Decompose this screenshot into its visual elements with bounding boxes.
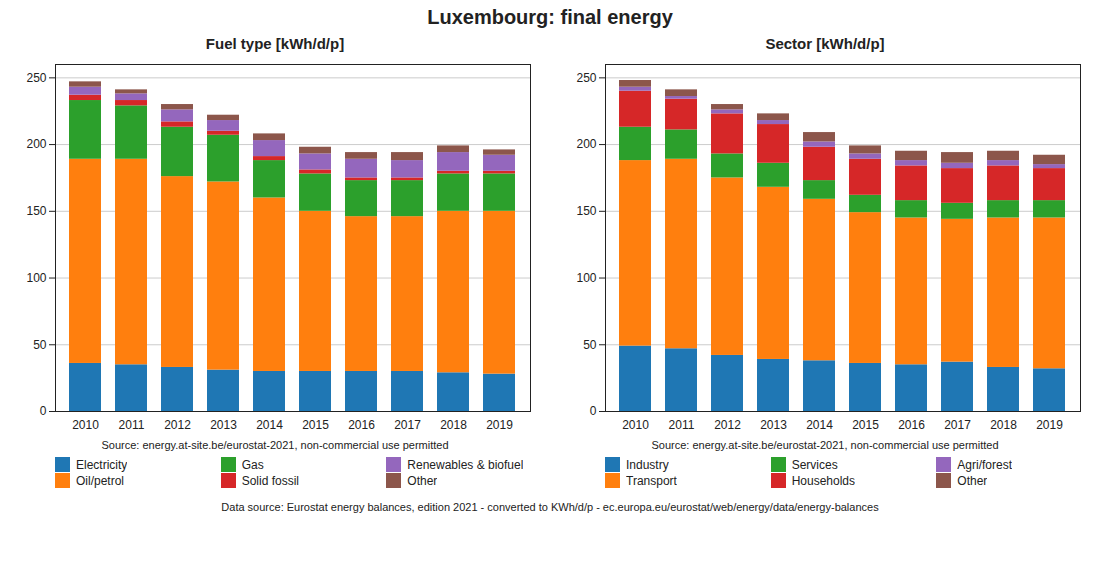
svg-text:200: 200 bbox=[26, 137, 46, 151]
svg-text:2017: 2017 bbox=[394, 418, 421, 432]
svg-text:2017: 2017 bbox=[944, 418, 971, 432]
svg-text:2011: 2011 bbox=[119, 418, 145, 432]
svg-text:2014: 2014 bbox=[806, 418, 833, 432]
svg-text:100: 100 bbox=[26, 271, 46, 285]
svg-text:2010: 2010 bbox=[72, 418, 99, 432]
svg-text:150: 150 bbox=[576, 204, 596, 218]
svg-text:2010: 2010 bbox=[622, 418, 649, 432]
svg-text:2011: 2011 bbox=[669, 418, 695, 432]
svg-text:2018: 2018 bbox=[990, 418, 1017, 432]
html-text:Gas: Gas bbox=[241, 457, 264, 472]
svg-text:2015: 2015 bbox=[852, 418, 879, 432]
html-text:Households: Households bbox=[791, 473, 855, 488]
svg-text:50: 50 bbox=[583, 338, 597, 352]
svg-text:2019: 2019 bbox=[1036, 418, 1063, 432]
html-text:Agri/forest: Agri/forest bbox=[957, 457, 1012, 472]
html-text:Other: Other bbox=[407, 473, 438, 488]
svg-text:150: 150 bbox=[26, 204, 46, 218]
svg-text:2015: 2015 bbox=[302, 418, 329, 432]
svg-text:2016: 2016 bbox=[348, 418, 375, 432]
svg-text:2016: 2016 bbox=[898, 418, 925, 432]
svg-text:2014: 2014 bbox=[256, 418, 283, 432]
svg-text:2019: 2019 bbox=[486, 418, 513, 432]
html-text:Solid fossil: Solid fossil bbox=[241, 473, 299, 488]
svg-text:0: 0 bbox=[40, 404, 47, 418]
svg-text:2012: 2012 bbox=[164, 418, 191, 432]
svg-text:200: 200 bbox=[576, 137, 596, 151]
html-text:Renewables & biofuel: Renewables & biofuel bbox=[407, 457, 524, 472]
html-text:Luxembourg: final energy: Luxembourg: final energy bbox=[427, 6, 673, 28]
svg-text:2018: 2018 bbox=[440, 418, 467, 432]
html-text:Data source: Eurostat energy b: Data source: Eurostat energy balances, e… bbox=[221, 501, 879, 513]
html-text:Source: energy.at-site.be/euro: Source: energy.at-site.be/eurostat-2021,… bbox=[651, 439, 999, 451]
svg-text:2012: 2012 bbox=[714, 418, 741, 432]
html-text:Services: Services bbox=[791, 457, 838, 472]
html-text:Industry: Industry bbox=[626, 457, 669, 472]
svg-text:2013: 2013 bbox=[760, 418, 787, 432]
html-text:Electricity: Electricity bbox=[76, 457, 128, 472]
svg-text:0: 0 bbox=[590, 404, 597, 418]
html-text:Transport: Transport bbox=[626, 473, 677, 488]
svg-text:2013: 2013 bbox=[210, 418, 237, 432]
html-text:Sector [kWh/d/p]: Sector [kWh/d/p] bbox=[765, 35, 885, 52]
html-text:Other: Other bbox=[957, 473, 988, 488]
svg-text:50: 50 bbox=[33, 338, 47, 352]
html-text:Oil/petrol: Oil/petrol bbox=[76, 473, 124, 488]
svg-text:250: 250 bbox=[576, 71, 596, 85]
html-text:Source: energy.at-site.be/euro: Source: energy.at-site.be/eurostat-2021,… bbox=[101, 439, 449, 451]
svg-text:100: 100 bbox=[576, 271, 596, 285]
svg-text:250: 250 bbox=[26, 71, 46, 85]
html-text:Fuel type [kWh/d/p]: Fuel type [kWh/d/p] bbox=[205, 35, 345, 52]
